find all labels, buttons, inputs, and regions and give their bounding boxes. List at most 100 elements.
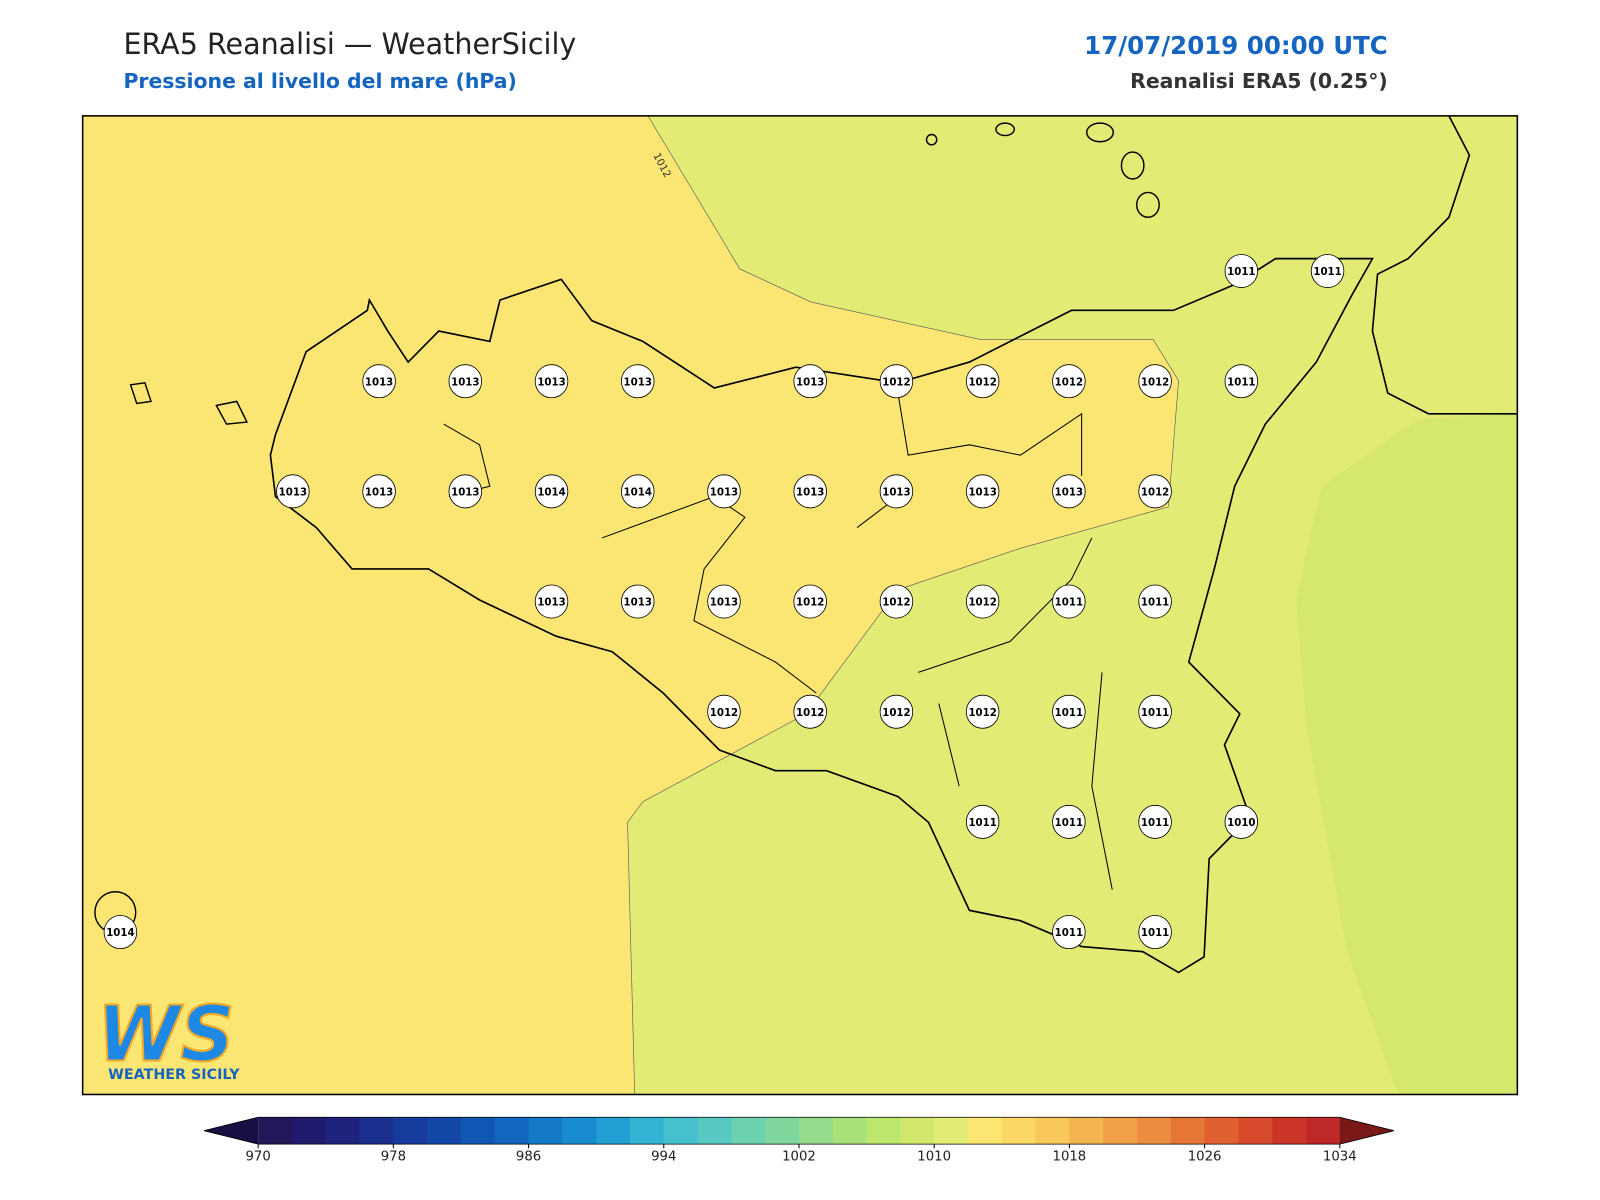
colorbar-over xyxy=(1339,1117,1394,1145)
station-value: 1013 xyxy=(796,376,824,388)
colorbar-segment xyxy=(291,1117,327,1145)
colorbar-segment xyxy=(663,1117,699,1145)
station-marker xyxy=(1052,364,1086,399)
station-value: 1012 xyxy=(882,707,910,719)
colorbar-segment xyxy=(731,1117,766,1145)
station-value: 1011 xyxy=(1055,707,1083,719)
station-marker xyxy=(1052,915,1086,950)
station-value: 1013 xyxy=(365,486,393,498)
station-marker xyxy=(1052,694,1086,729)
station-value: 1012 xyxy=(710,707,738,719)
colorbar-segment xyxy=(460,1117,496,1145)
colorbar-segment xyxy=(934,1117,969,1145)
station-marker xyxy=(362,364,396,399)
station-marker xyxy=(1310,254,1345,288)
colorbar-segment xyxy=(1035,1117,1070,1145)
logo: WS WEATHER SICILY xyxy=(96,988,240,1083)
station-marker xyxy=(621,584,655,619)
colorbar-segment xyxy=(494,1117,530,1145)
station-value: 1014 xyxy=(624,486,652,498)
station-marker xyxy=(965,804,1000,839)
colorbar-segment xyxy=(528,1117,563,1145)
station-value: 1011 xyxy=(1227,376,1255,388)
station-value: 1013 xyxy=(710,486,738,498)
colorbar-tick-label: 1026 xyxy=(1188,1150,1222,1165)
colorbar-segment xyxy=(1238,1117,1273,1145)
colorbar-segment xyxy=(1069,1117,1104,1145)
station-marker xyxy=(707,584,741,619)
station-marker xyxy=(534,474,569,509)
station-value: 1012 xyxy=(882,376,910,388)
station-value: 1012 xyxy=(1141,376,1169,388)
station-value: 1012 xyxy=(968,707,996,719)
station-marker xyxy=(1138,804,1172,839)
station-value: 1013 xyxy=(537,376,565,388)
colorbar: 970 978 986 994 1002 1010 1018 1026 1034 xyxy=(203,1116,1394,1165)
station-value: 1011 xyxy=(1313,266,1341,278)
colorbar-segment xyxy=(393,1117,428,1145)
station-value: 1011 xyxy=(1141,817,1169,829)
logo-mark: WS xyxy=(97,989,235,1079)
station-value: 1012 xyxy=(1141,486,1169,498)
station-marker xyxy=(879,584,914,619)
colorbar-segment xyxy=(258,1117,293,1145)
colorbar-tick-label: 1018 xyxy=(1053,1150,1087,1165)
station-marker xyxy=(448,364,483,399)
station-value: 1011 xyxy=(1141,927,1169,939)
colorbar-segment xyxy=(765,1117,800,1145)
colorbar-segment xyxy=(629,1117,665,1145)
station-marker xyxy=(793,584,827,619)
station-marker xyxy=(879,694,914,729)
calabria-coast xyxy=(1371,115,1518,415)
colorbar-tick-label: 1034 xyxy=(1323,1150,1357,1165)
subtitle: Pressione al livello del mare (hPa) xyxy=(123,69,516,93)
field-1008 xyxy=(1295,413,1518,1095)
colorbar-segment xyxy=(1136,1117,1172,1145)
colorbar-segment xyxy=(1204,1117,1239,1145)
station-value: 1013 xyxy=(624,376,652,388)
logo-caption: WEATHER SICILY xyxy=(108,1067,240,1083)
station-value: 1011 xyxy=(1055,597,1083,609)
station-marker xyxy=(965,474,1000,509)
colorbar-segment xyxy=(1272,1117,1307,1145)
station-value: 1013 xyxy=(365,376,393,388)
colorbar-segment xyxy=(1103,1117,1138,1145)
station-value: 1012 xyxy=(968,597,996,609)
station-value: 1012 xyxy=(796,707,824,719)
station-value: 1011 xyxy=(968,817,996,829)
coastline xyxy=(269,257,1374,974)
station-marker xyxy=(1138,694,1172,729)
colorbar-segment xyxy=(427,1117,462,1145)
station-marker xyxy=(1052,584,1086,619)
colorbar-tick-label: 986 xyxy=(516,1150,541,1165)
station-value: 1011 xyxy=(1227,266,1255,278)
station-value: 1012 xyxy=(796,597,824,609)
station-value: 1013 xyxy=(624,597,652,609)
stations: 1011 1011 1013 1013 1013 1013 1013 1012 1012 1012… xyxy=(103,254,1345,950)
station-marker xyxy=(621,364,655,399)
station-marker xyxy=(448,474,483,509)
station-value: 1013 xyxy=(1055,486,1083,498)
station-value: 1013 xyxy=(451,376,479,388)
colorbar-segment xyxy=(866,1117,901,1145)
station-marker xyxy=(707,474,741,509)
colorbar-tick-label: 994 xyxy=(651,1150,676,1165)
station-marker xyxy=(707,694,741,729)
map-frame xyxy=(81,115,1519,1096)
station-marker xyxy=(1224,804,1259,839)
station-value: 1013 xyxy=(451,486,479,498)
station-value: 1013 xyxy=(537,597,565,609)
colorbar-segment xyxy=(1001,1117,1037,1145)
colorbar-segment xyxy=(900,1117,935,1145)
datetime: 17/07/2019 00:00 UTC xyxy=(1084,31,1388,60)
station-value: 1012 xyxy=(882,597,910,609)
station-value: 1011 xyxy=(1055,817,1083,829)
station-value: 1013 xyxy=(710,597,738,609)
colorbar-segment xyxy=(1305,1117,1341,1145)
title: ERA5 Reanalisi — WeatherSicily xyxy=(123,27,576,61)
colorbar-segment xyxy=(325,1117,361,1145)
station-value: 1011 xyxy=(1141,707,1169,719)
